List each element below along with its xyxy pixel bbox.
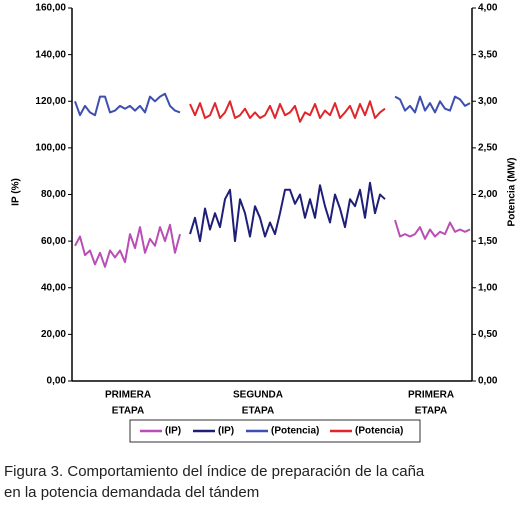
caption: Figura 3. Comportamiento del índice de p… bbox=[4, 463, 425, 480]
y-tick-label: 160,00 bbox=[35, 3, 66, 14]
y-tick-label: 60,00 bbox=[41, 236, 66, 247]
y-axis-title: IP (%) bbox=[11, 178, 22, 206]
caption: en la potencia demandada del tándem bbox=[4, 484, 259, 501]
y2-tick-label: 1,00 bbox=[478, 282, 498, 293]
y-tick-label: 40,00 bbox=[41, 282, 66, 293]
legend-label: (IP) bbox=[218, 426, 234, 437]
legend-label: (IP) bbox=[165, 426, 181, 437]
legend-label: (Potencia) bbox=[271, 426, 319, 437]
series-line bbox=[74, 219, 471, 268]
y2-tick-label: 0,50 bbox=[478, 329, 498, 340]
x-label: ETAPA bbox=[415, 406, 447, 417]
y2-tick-label: 2,00 bbox=[478, 189, 498, 200]
y-tick-label: 100,00 bbox=[35, 143, 66, 154]
y-tick-label: 20,00 bbox=[41, 329, 66, 340]
y2-tick-label: 3,00 bbox=[478, 96, 498, 107]
y2-tick-label: 1,50 bbox=[478, 236, 498, 247]
y2-tick-label: 4,00 bbox=[478, 3, 498, 14]
y-tick-label: 120,00 bbox=[35, 96, 66, 107]
y2-tick-label: 2,50 bbox=[478, 143, 498, 154]
legend-label: (Potencia) bbox=[355, 426, 403, 437]
legend-box bbox=[129, 419, 421, 443]
series-line bbox=[189, 181, 386, 243]
x-label: SEGUNDA bbox=[233, 390, 283, 401]
y2-tick-label: 0,00 bbox=[478, 376, 498, 387]
x-label: ETAPA bbox=[242, 406, 274, 417]
series-line bbox=[189, 100, 386, 123]
series-line bbox=[74, 92, 471, 117]
x-label: PRIMERA bbox=[408, 390, 454, 401]
y2-axis-title: Potencia (MW) bbox=[507, 158, 518, 227]
y-tick-label: 80,00 bbox=[41, 189, 66, 200]
y-tick-label: 0,00 bbox=[47, 376, 67, 387]
y-tick-label: 140,00 bbox=[35, 49, 66, 60]
x-label: PRIMERA bbox=[105, 390, 151, 401]
y2-tick-label: 3,50 bbox=[478, 49, 498, 60]
x-label: ETAPA bbox=[112, 406, 144, 417]
